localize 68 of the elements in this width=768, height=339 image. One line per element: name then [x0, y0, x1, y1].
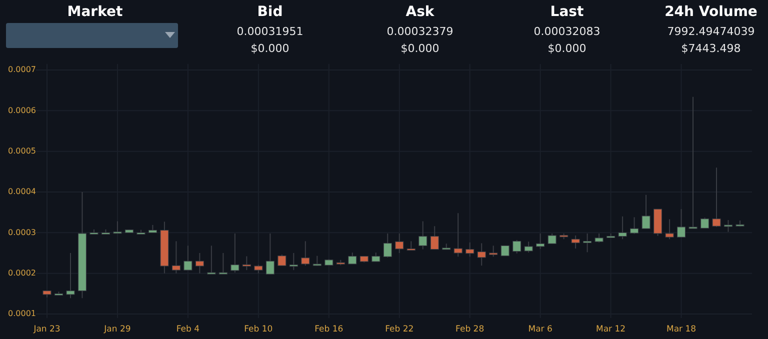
- candlestick: [207, 245, 216, 274]
- category-label: Bid: [257, 4, 283, 20]
- x-tick-label: Mar 12: [596, 324, 626, 334]
- candlestick: [242, 256, 251, 271]
- candlestick: [195, 252, 204, 274]
- candlestick: [184, 245, 192, 271]
- x-tick-label: Mar 18: [666, 324, 696, 334]
- candlestick: [642, 194, 650, 230]
- candlestick: [665, 218, 674, 240]
- text: 0.00032379: [386, 25, 454, 38]
- candlestick: [489, 245, 498, 258]
- y-tick-label: 0.0004: [8, 187, 36, 196]
- y-tick-label: 0.0002: [8, 268, 36, 278]
- y-tick-label: 0.0001: [8, 309, 36, 318]
- candlestick: [477, 242, 486, 266]
- candlestick: [113, 220, 122, 234]
- category-label: 24h Volume: [664, 4, 758, 20]
- candlestick: [688, 96, 698, 229]
- candlestick: [454, 212, 462, 258]
- candlestick: [712, 167, 721, 228]
- x-tick-label: Jan 29: [103, 324, 131, 334]
- text: 7992.49474039: [667, 25, 755, 38]
- candlestick: [676, 208, 686, 238]
- candlestick: [618, 216, 627, 240]
- candlestick: [466, 242, 474, 258]
- candlestick: [218, 252, 228, 274]
- candlestick: [383, 232, 392, 258]
- text: $0.000: [250, 42, 290, 55]
- candlestick: [230, 232, 240, 274]
- candlestick: [548, 232, 556, 244]
- candlestick: [724, 220, 733, 232]
- candlestick: [583, 232, 592, 253]
- candlestick: [630, 216, 639, 234]
- candlestick: [172, 240, 181, 274]
- category-label: Market: [67, 4, 124, 20]
- category-label: Ask: [406, 4, 435, 20]
- x-tick-label: Mar 6: [528, 324, 552, 334]
- candlestick: [524, 241, 533, 254]
- candlestick: [512, 239, 522, 254]
- x-tick-label: Feb 16: [314, 324, 344, 334]
- text: $7443.498: [681, 42, 741, 55]
- x-tick-label: Feb 22: [385, 324, 414, 334]
- candlestick: [395, 232, 404, 254]
- text: 0.00031951: [236, 25, 304, 38]
- y-tick-label: 0.0006: [8, 106, 36, 115]
- candlestick: [430, 226, 439, 250]
- candlestick: [66, 252, 75, 299]
- candlestick: [348, 252, 357, 264]
- candlestick: [289, 252, 298, 271]
- text: 0.00032083: [534, 25, 600, 38]
- y-tick-label: 0.0005: [8, 146, 36, 156]
- candlestick: [266, 232, 274, 275]
- x-tick-label: Feb 4: [176, 324, 200, 334]
- candlestick: [700, 217, 710, 229]
- x-tick-label: Feb 28: [456, 324, 484, 334]
- text: $0.000: [400, 42, 440, 55]
- x-tick-label: Jan 23: [32, 324, 60, 334]
- text: $0.000: [548, 42, 586, 55]
- candlestick: [278, 254, 286, 266]
- candlestick: [418, 220, 428, 250]
- x-tick-label: Feb 10: [244, 324, 273, 334]
- candlestick: [301, 240, 310, 266]
- category-label: Last: [550, 4, 584, 20]
- candlestick: [536, 232, 545, 250]
- y-tick-label: 0.0003: [8, 228, 36, 237]
- candlestick: [571, 235, 580, 250]
- candlestick: [500, 245, 510, 256]
- y-tick-label: 0.0007: [8, 65, 36, 74]
